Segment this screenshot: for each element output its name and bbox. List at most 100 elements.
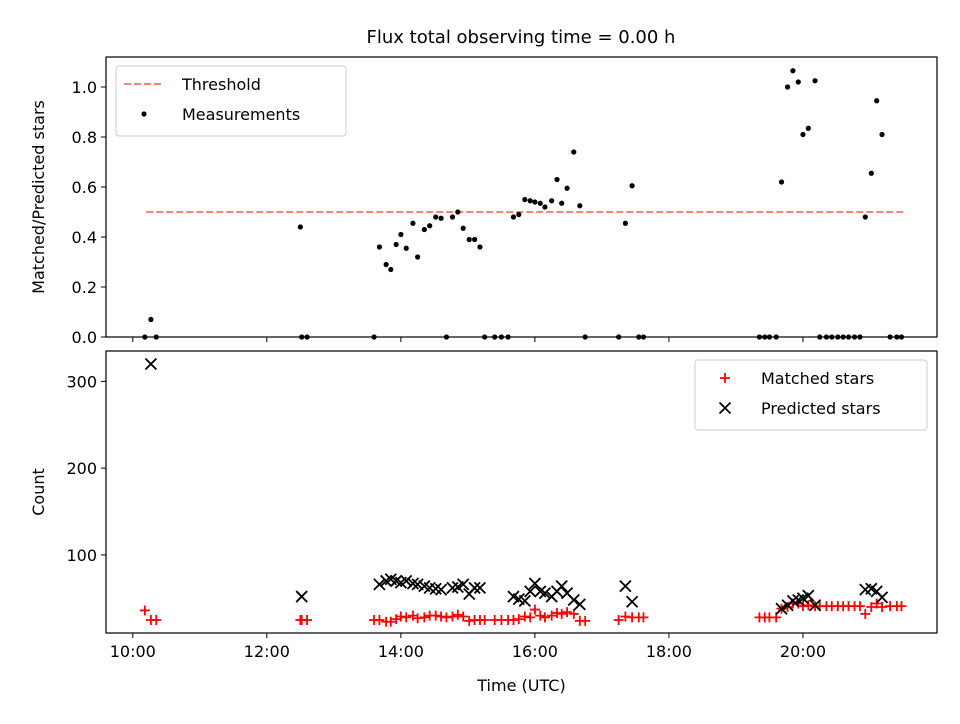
data-point: [559, 200, 565, 206]
data-point: [577, 203, 583, 209]
x-tick-label: 12:00: [244, 642, 290, 661]
data-point: [896, 601, 907, 612]
data-point: [498, 334, 504, 340]
data-point: [640, 334, 647, 340]
data-point: [784, 84, 791, 90]
data-point: [539, 612, 550, 623]
y-tick-label: 300: [66, 372, 97, 391]
data-point: [302, 614, 313, 625]
y-tick-label: 200: [66, 459, 97, 478]
legend-label: Matched stars: [761, 369, 874, 388]
data-point: [808, 599, 822, 612]
data-point: [636, 334, 642, 340]
data-point: [524, 585, 537, 598]
data-point: [580, 615, 591, 626]
data-point: [473, 581, 487, 595]
data-point: [458, 611, 469, 622]
data-point: [510, 214, 517, 220]
data-point: [546, 610, 557, 621]
data-point: [573, 598, 586, 611]
data-point: [525, 612, 536, 623]
data-point: [625, 595, 639, 608]
data-point: [879, 131, 885, 138]
data-point: [398, 231, 404, 238]
data-point: [522, 196, 528, 203]
data-point: [421, 226, 427, 233]
data-point: [795, 79, 801, 85]
data-point: [616, 334, 622, 340]
data-point: [835, 334, 841, 340]
data-point: [419, 612, 430, 623]
top-panel: 0.0 0.2 0.4 0.6 0.8 1.0 Matched/Predicted star…: [29, 56, 938, 347]
data-point: [434, 583, 448, 596]
data-point: [505, 334, 511, 340]
data-point: [866, 601, 877, 612]
legend-label: Predicted stars: [761, 399, 881, 418]
data-point: [537, 200, 543, 206]
data-point: [613, 614, 624, 625]
data-point: [385, 616, 396, 627]
data-point: [513, 614, 524, 625]
data-point: [466, 236, 472, 243]
data-point: [860, 608, 871, 619]
legend-label: Measurements: [182, 105, 300, 124]
data-point: [151, 614, 162, 625]
legend: Matched stars Predicted stars: [694, 359, 928, 431]
data-point: [567, 593, 580, 607]
data-point: [299, 334, 305, 340]
data-point: [582, 334, 588, 340]
data-point: [887, 334, 893, 340]
data-point: [427, 223, 433, 229]
legend-marker: [141, 111, 147, 117]
data-point: [142, 334, 148, 340]
data-point: [452, 609, 463, 620]
data-point: [383, 261, 389, 268]
legend: Threshold Measurements: [115, 65, 347, 137]
data-point: [554, 176, 560, 183]
y-axis-label: Count: [29, 468, 48, 516]
data-point: [802, 589, 815, 602]
data-point: [568, 608, 579, 619]
data-point: [629, 183, 635, 189]
data-point: [433, 214, 439, 220]
data-point: [857, 334, 863, 340]
data-point: [304, 334, 310, 340]
data-point: [790, 68, 796, 74]
data-point: [144, 357, 158, 371]
data-point: [556, 608, 567, 619]
data-point: [374, 614, 385, 625]
data-point: [457, 578, 470, 591]
data-point: [564, 185, 570, 191]
y-axis-label: Matched/Predicted stars: [29, 100, 48, 294]
data-point: [562, 607, 573, 618]
data-point: [840, 334, 846, 340]
data-point: [447, 611, 458, 622]
data-point: [829, 334, 835, 340]
data-point: [371, 334, 377, 340]
data-point: [535, 610, 546, 621]
data-point: [874, 98, 880, 104]
data-point: [529, 604, 540, 615]
data-point: [297, 224, 303, 230]
data-point: [762, 334, 768, 340]
data-point: [449, 214, 456, 220]
data-point: [400, 574, 413, 588]
data-point: [571, 149, 577, 155]
data-point: [775, 602, 788, 615]
y-tick-label: 0.0: [72, 328, 97, 347]
data-point: [527, 198, 533, 204]
y-tick-label: 0.8: [72, 128, 97, 147]
data-point: [800, 131, 806, 138]
data-point: [542, 204, 548, 210]
legend-label: Threshold: [181, 75, 261, 94]
data-point: [471, 236, 478, 243]
data-point: [532, 199, 538, 205]
data-point: [516, 211, 522, 218]
x-tick-label: 10:00: [110, 642, 156, 661]
data-point: [403, 245, 409, 251]
data-point: [549, 198, 555, 204]
data-point: [805, 125, 811, 131]
data-point: [492, 334, 498, 340]
data-point: [393, 241, 399, 248]
